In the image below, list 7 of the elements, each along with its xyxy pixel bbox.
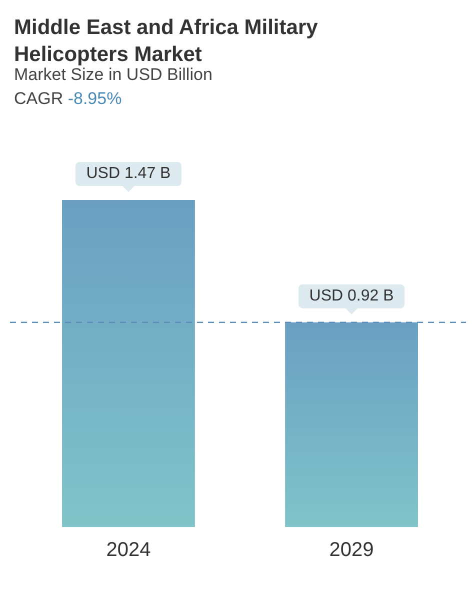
text: CAGR -8.95%: [14, 89, 122, 108]
chart-title: Middle East and Africa Military Helicopters Market: [14, 16, 318, 66]
chart-subtitle: Market Size in USD Billion: [14, 65, 212, 84]
data-label: USD 0.92 B: [309, 287, 394, 304]
data-label: USD 1.47 B: [86, 165, 171, 182]
x-tick-label: 2024: [106, 539, 151, 561]
x-tick-label: 2029: [329, 539, 374, 561]
